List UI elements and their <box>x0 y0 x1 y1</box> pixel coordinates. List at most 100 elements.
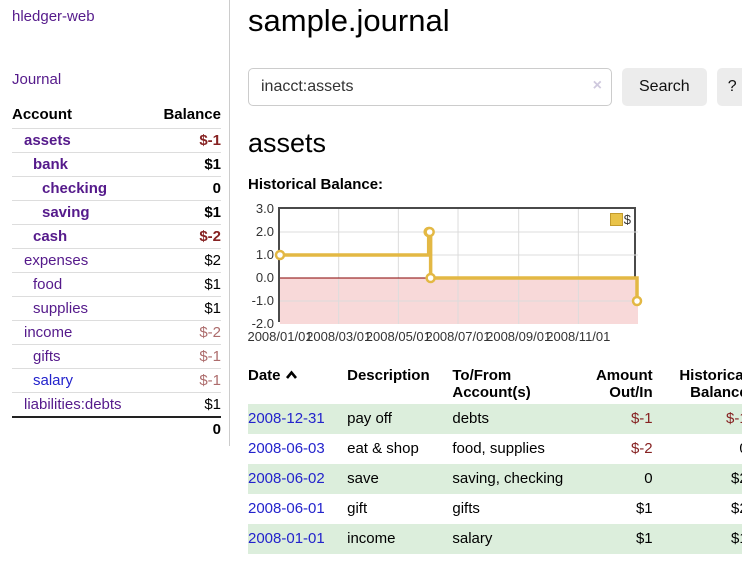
account-name-cell: salary <box>12 368 146 393</box>
register-row: 2008-06-01 gift gifts $1 $2 <box>248 494 742 524</box>
account-link[interactable]: food <box>33 276 63 293</box>
account-row: gifts $-1 <box>12 344 221 369</box>
account-balance: $1 <box>145 296 221 321</box>
register-date-cell: 2008-06-03 <box>248 434 347 464</box>
chart-plot-area: $ <box>274 207 643 324</box>
register-amount-cell: $-1 <box>566 404 653 434</box>
y-axis-tick-label: 3.0 <box>255 201 274 216</box>
y-axis-tick-label: -1.0 <box>251 293 274 308</box>
account-link[interactable]: salary <box>33 372 74 389</box>
transaction-date-link[interactable]: 2008-06-02 <box>248 470 325 487</box>
help-button[interactable]: ? <box>716 68 742 106</box>
register-balance-cell: $2 <box>652 464 742 494</box>
account-row: bank $1 <box>12 152 221 177</box>
page-title: sample.journal <box>248 3 450 38</box>
account-name-cell: assets <box>12 128 146 153</box>
x-axis-tick-label: 2008/09/01 <box>486 329 552 344</box>
register-description-cell: eat & shop <box>347 440 419 457</box>
register-amount-cell: $1 <box>566 524 653 554</box>
register-header-date-label: Date <box>248 367 281 384</box>
search-box: × <box>248 68 612 106</box>
account-link[interactable]: liabilities:debts <box>24 396 122 413</box>
transaction-date-link[interactable]: 2008-12-31 <box>248 410 325 427</box>
x-axis-tick-label: 2008/05/01 <box>365 329 431 344</box>
accounts-table-body: assets $-1 bank $1 checking 0 saving $1 cash $-2 e… <box>12 128 221 441</box>
x-axis-tick-label: 2008/03/01 <box>306 329 372 344</box>
account-balance: $1 <box>145 272 221 297</box>
register-date-cell: 2008-06-01 <box>248 494 347 524</box>
accounts-total-spacer <box>12 416 146 441</box>
accounts-table: Account Balance assets $-1 bank $1 checking 0… <box>12 104 221 441</box>
register-amount-cell: 0 <box>566 464 653 494</box>
register-date-cell: 2008-06-02 <box>248 464 348 494</box>
register-description-cell: save <box>347 464 453 494</box>
chart-legend: $ <box>609 212 631 227</box>
account-balance: $-2 <box>145 224 221 249</box>
account-balance: $1 <box>145 392 221 417</box>
account-link[interactable]: bank <box>33 156 69 173</box>
account-link[interactable]: supplies <box>33 300 89 317</box>
y-axis-tick-label: 0.0 <box>255 270 274 285</box>
brand: hledger-web <box>12 8 221 25</box>
search-bar: × Search ? <box>248 68 742 106</box>
register-description-cell: gift <box>347 500 368 517</box>
register-header-row: Date Description To/From Account(s) Amou… <box>248 366 742 404</box>
sidebar: hledger-web Journal Account Balance asse… <box>0 0 230 446</box>
search-button[interactable]: Search <box>622 68 707 106</box>
account-link[interactable]: income <box>24 324 73 341</box>
register-amount-cell: $-2 <box>630 440 653 457</box>
legend-swatch-icon <box>609 213 623 226</box>
register-date-cell: 2008-01-01 <box>248 524 348 554</box>
account-link[interactable]: expenses <box>24 252 89 269</box>
account-name-cell: income <box>12 320 146 345</box>
account-link[interactable]: cash <box>33 228 68 245</box>
register-header-accounts: To/From Account(s) <box>452 367 531 401</box>
x-axis-tick-label: 2008/07/01 <box>425 329 491 344</box>
register-amount-cell: $1 <box>635 500 653 517</box>
register-row: 2008-06-03 eat & shop food, supplies $-20 <box>248 434 742 464</box>
account-link[interactable]: checking <box>42 180 108 197</box>
account-link[interactable]: gifts <box>33 348 61 365</box>
register-description-cell: pay off <box>347 404 453 434</box>
account-balance: $-1 <box>145 128 221 153</box>
account-row: supplies $1 <box>12 296 221 321</box>
account-row: food $1 <box>12 272 221 297</box>
brand-link[interactable]: hledger-web <box>12 8 95 25</box>
accounts-total-row: 0 <box>12 416 221 441</box>
account-balance: $1 <box>145 152 221 177</box>
account-balance: $-1 <box>145 344 221 369</box>
register-accounts-cell: food, supplies <box>452 440 545 457</box>
sidebar-item-journal[interactable]: Journal <box>12 71 62 88</box>
y-axis-tick-label: 2.0 <box>255 224 274 239</box>
account-row: income $-2 <box>12 320 221 345</box>
transaction-date-link[interactable]: 2008-01-01 <box>248 530 325 547</box>
register-balance-cell: $-1 <box>652 404 742 434</box>
transaction-date-link[interactable]: 2008-06-01 <box>248 500 325 517</box>
account-link[interactable]: assets <box>24 132 71 149</box>
register-balance-cell: $2 <box>731 500 742 517</box>
clear-search-icon[interactable]: × <box>592 77 602 94</box>
search-input[interactable] <box>248 68 612 106</box>
accounts-header-balance: Balance <box>163 106 221 123</box>
register-header-date[interactable]: Date <box>248 366 347 404</box>
accounts-header-account: Account <box>12 106 72 123</box>
account-name-cell: supplies <box>12 296 146 321</box>
register-date-cell: 2008-12-31 <box>248 404 348 434</box>
register-header-amount: Amount Out/In <box>595 367 653 401</box>
account-name-cell: bank <box>12 152 146 177</box>
account-balance: $2 <box>145 248 221 273</box>
account-row: saving $1 <box>12 200 221 225</box>
transaction-date-link[interactable]: 2008-06-03 <box>248 440 325 457</box>
register-accounts-cell: saving, checking <box>452 464 567 494</box>
balance-chart-canvas <box>274 209 643 324</box>
register-accounts-cell: debts <box>452 404 567 434</box>
sort-ascending-icon <box>285 368 298 385</box>
account-link[interactable]: saving <box>42 204 90 221</box>
register-accounts-cell: gifts <box>452 500 480 517</box>
account-name-cell: expenses <box>12 248 146 273</box>
legend-label: $ <box>623 212 631 227</box>
balance-chart: $ 3.0 2.0 1.0 0.0 -1.0 -2.0 2008/01/01 2008/03/… <box>247 201 742 350</box>
y-axis-tick-label: 1.0 <box>255 247 274 262</box>
